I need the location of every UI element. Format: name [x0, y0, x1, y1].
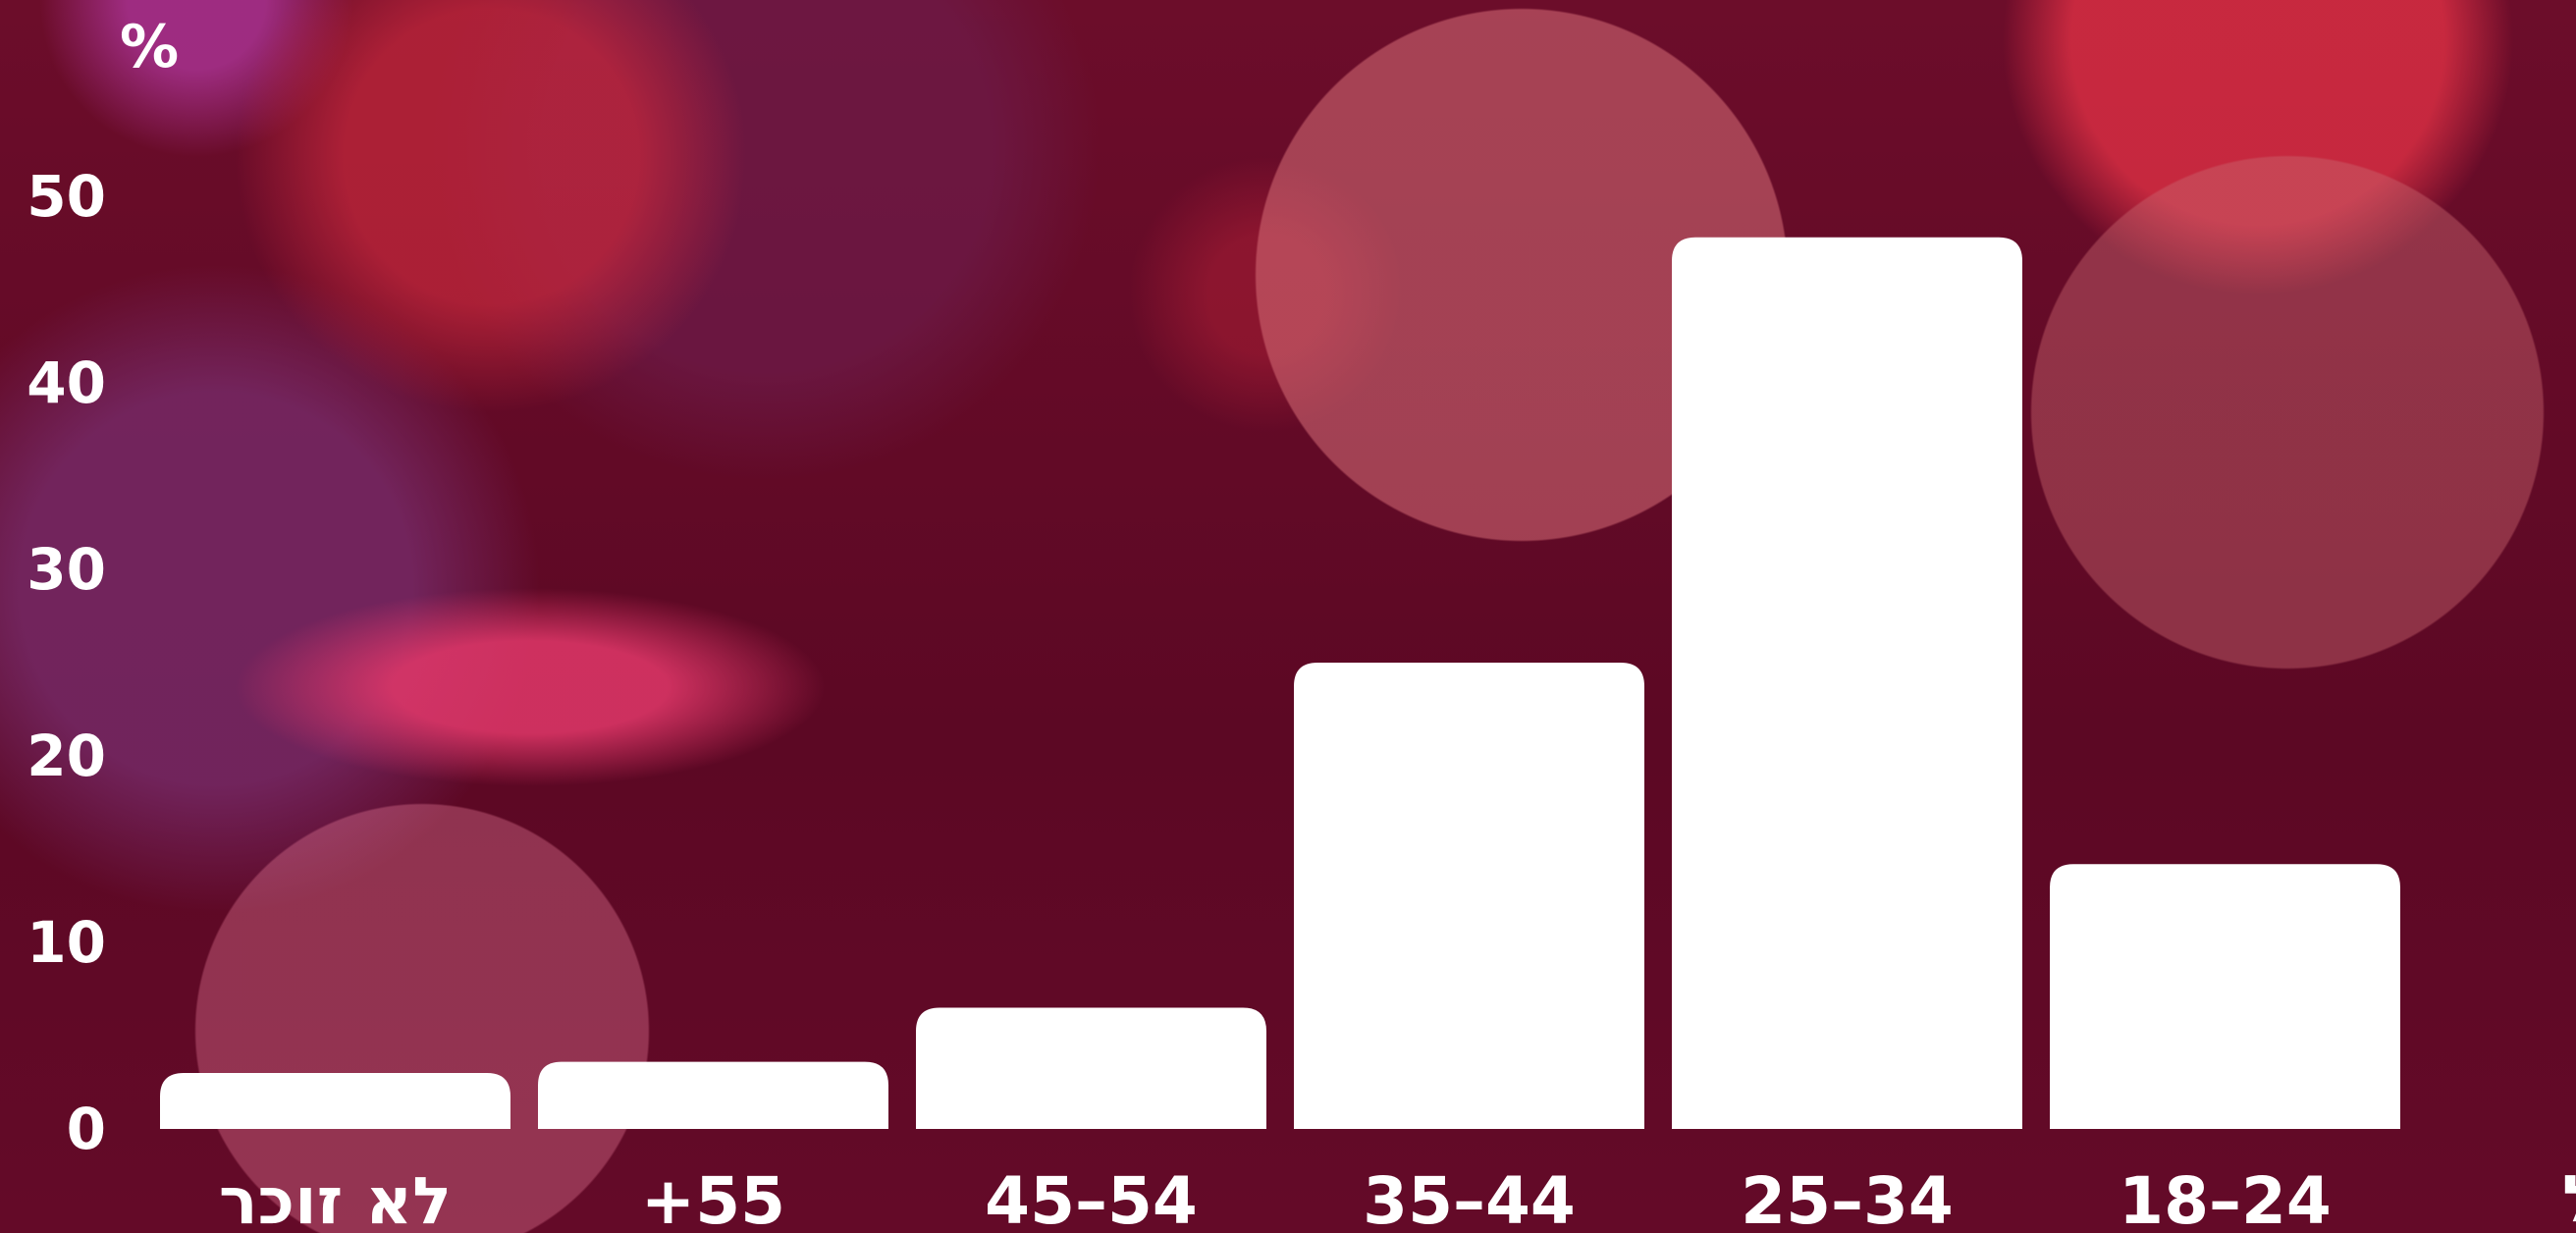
x-axis-categories: לא זוכר +55 45–54 35–44 25–34 18–24	[219, 1163, 2332, 1233]
bars	[160, 237, 2400, 1130]
bar	[2050, 864, 2400, 1129]
category-label: 35–44	[1363, 1163, 1576, 1233]
category-label: +55	[641, 1163, 785, 1233]
y-unit-label: %	[120, 13, 179, 81]
x-axis-label: גיל	[2562, 1161, 2576, 1233]
bar	[160, 1073, 510, 1129]
y-tick-label: 0	[67, 1096, 106, 1162]
y-tick-label: 20	[27, 723, 106, 789]
y-tick-label: 40	[27, 349, 106, 416]
bar	[538, 1061, 888, 1129]
y-tick-label: 30	[27, 536, 106, 603]
category-label: 25–34	[1741, 1163, 1954, 1233]
category-label: 18–24	[2119, 1163, 2332, 1233]
y-tick-label: 10	[27, 909, 106, 976]
bar	[916, 1007, 1266, 1129]
y-axis-ticks: 0 10 20 30 40 50	[27, 163, 106, 1162]
category-label: לא זוכר	[219, 1163, 452, 1233]
category-label: 45–54	[985, 1163, 1198, 1233]
bar	[1672, 237, 2022, 1130]
bar	[1294, 663, 1644, 1129]
y-tick-label: 50	[27, 163, 106, 230]
